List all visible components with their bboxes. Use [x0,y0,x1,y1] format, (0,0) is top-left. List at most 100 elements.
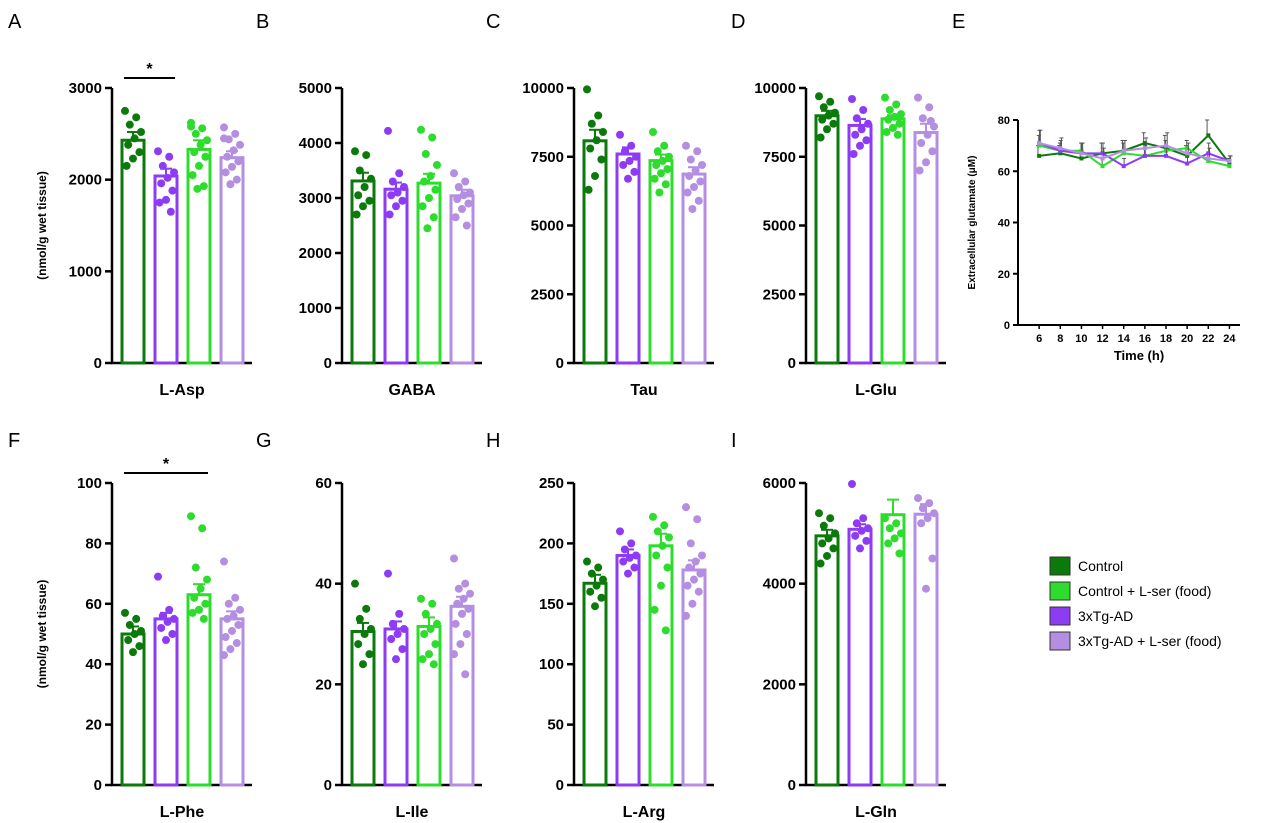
data-point [688,599,697,608]
y-tick-label: 0 [94,777,102,794]
y-tick-label: 150 [539,596,564,613]
data-point [359,202,367,211]
data-point [425,650,433,659]
data-point [897,529,905,538]
bar [416,181,442,365]
y-tick-label: 10000 [522,80,564,97]
data-point [848,480,856,489]
data-point [137,128,145,136]
data-point [157,179,166,188]
data-point [928,147,937,156]
series-1 [1035,119,1232,166]
data-point [395,169,404,178]
data-point [367,174,375,183]
data-point [1206,156,1211,161]
data-point [852,519,861,528]
y-tick-label: 2000 [299,245,332,262]
data-point [885,106,894,114]
data-point [393,188,402,197]
y-tick-label: 0 [788,355,796,372]
data-point [450,650,458,659]
data-point [451,213,460,222]
data-point [625,553,634,562]
y-tick-label: 1000 [69,263,102,280]
data-point [400,624,408,633]
data-point [893,130,902,139]
data-point [122,161,131,170]
legend-item: Control + L-ser (food) [1049,581,1211,601]
data-point [385,210,394,219]
data-point [196,140,205,149]
data-point [652,551,661,560]
data-point [826,514,835,523]
data-point [655,188,664,197]
data-point [466,589,474,598]
data-point [663,165,672,174]
data-point [881,514,889,523]
data-point [196,584,205,593]
y-tick-label: 40 [85,656,102,673]
y-tick-label: 0 [94,355,102,372]
y-tick-label: 0 [556,355,564,372]
bar [880,117,906,365]
panel-c: C 0 2500 5000 7500 10000 Tau [486,11,714,399]
data-point [816,559,825,568]
data-point [188,608,197,617]
y-tick-label: 0 [788,777,796,794]
data-point [135,642,144,651]
data-point [592,136,601,145]
data-point [882,128,891,136]
data-point [461,670,470,679]
legend: Control Control + L-ser (food) 3xTg-AD 3xTg… [1049,556,1222,651]
data-point [815,509,823,518]
panel-i: I 0 2000 4000 6000 L-Gln [731,430,946,821]
data-point [892,100,901,109]
data-point [690,575,698,584]
data-point [234,157,243,166]
data-point [884,115,893,124]
data-point [454,183,463,191]
data-point [223,152,232,161]
data-point [392,655,400,664]
data-point [682,141,690,150]
data-point [632,152,640,161]
data-point [454,584,463,593]
data-point [365,650,374,659]
data-point [224,599,233,608]
data-point [693,147,702,156]
y-tick-label: 0 [556,777,564,794]
data-point [922,584,930,593]
data-point [203,136,211,145]
bar [814,534,840,787]
data-point [226,645,235,654]
bar [120,138,146,365]
data-point [130,630,139,638]
data-point [661,180,670,189]
data-point [616,130,624,139]
data-point [859,106,868,114]
legend-label: 3xTg-AD + L-ser (food) [1078,633,1222,649]
data-point [864,524,872,533]
bar [615,152,641,365]
data-point [362,604,371,613]
panel-e: E 0 20 40 60 80 6 8 10 12 14 16 18 20 22 24 Time (h) Extr… [952,11,1240,363]
data-point [431,640,440,649]
data-point [195,161,203,170]
y-tick-label: 0 [1004,320,1010,332]
data-point [923,130,932,139]
data-point [826,97,835,106]
data-point [231,593,240,602]
data-point [587,569,596,578]
data-point [818,115,827,124]
data-point [395,609,404,618]
data-point [819,521,828,530]
data-point [665,533,673,542]
x-axis-label: L-Glu [855,382,897,399]
data-point [429,213,438,222]
data-point [583,557,591,566]
data-point [1206,159,1211,163]
panel-f: F 0 20 40 60 80 100 * L-Phe (nmol/g wet tissue) [8,430,252,821]
data-point [426,624,435,633]
data-point [1079,151,1084,156]
data-point [630,563,639,572]
